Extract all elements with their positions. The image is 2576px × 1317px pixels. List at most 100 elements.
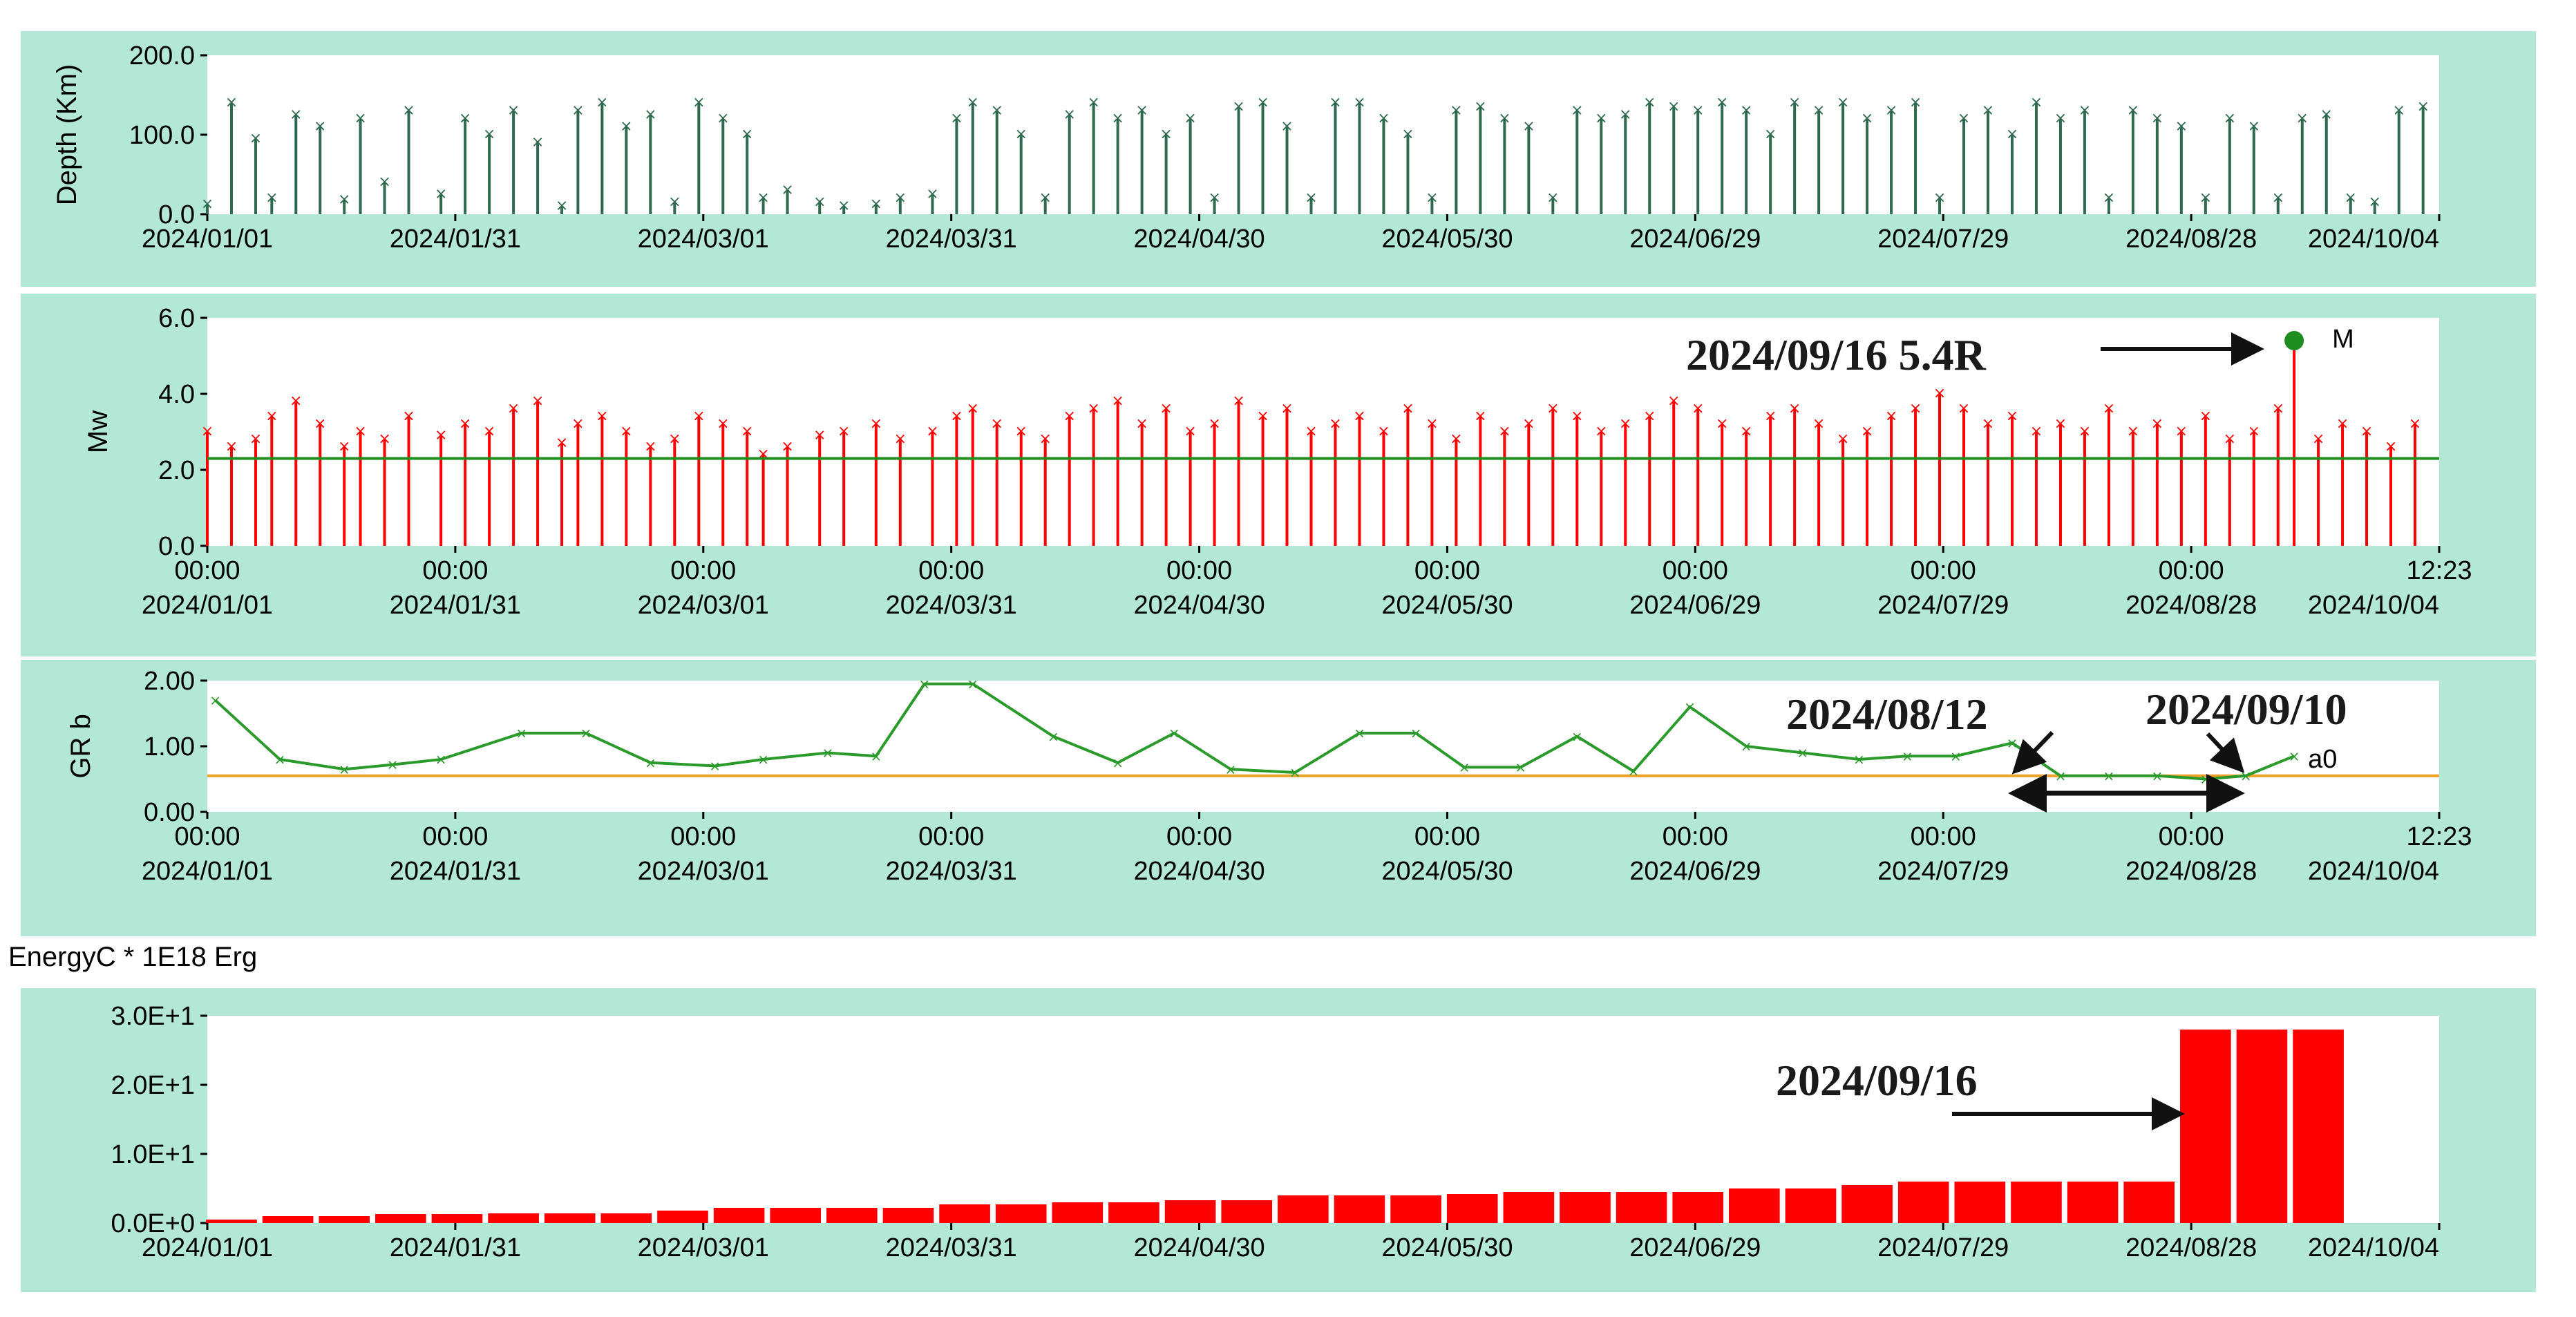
depth-y-ticks: 0.0 100.0 200.0 xyxy=(129,41,207,229)
energy-bar xyxy=(1672,1192,1724,1223)
mw-x-tick-label: 2024/01/31 xyxy=(390,591,521,620)
mw-highlight-label: M xyxy=(2332,325,2354,354)
depth-point: × xyxy=(1087,94,1099,111)
mw-point: × xyxy=(1982,415,1994,433)
mw-point: × xyxy=(507,400,520,417)
depth-point: × xyxy=(1764,126,1777,143)
energy-x-tick-label: 2024/03/01 xyxy=(638,1233,769,1262)
depth-point: × xyxy=(2006,126,2018,143)
mw-point: × xyxy=(1184,423,1196,440)
grb-points: × × × × × × × × × × × × × × × × × × × × × × × × × × × × × × × × × × × × × × xyxy=(209,676,2300,788)
mw-point: × xyxy=(1546,400,1559,417)
energy-bar xyxy=(713,1208,765,1223)
grb-point: × xyxy=(2240,768,2252,784)
depth-point: × xyxy=(1571,102,1583,120)
depth-point: × xyxy=(1450,102,1462,120)
mw-point: × xyxy=(1522,415,1535,433)
mw-point: × xyxy=(1812,415,1825,433)
depth-point: × xyxy=(1667,98,1680,115)
grb-y-tick-label: 1.00 xyxy=(144,732,195,761)
mw-point: × xyxy=(1063,408,1075,425)
mw-point: × xyxy=(2006,408,2018,425)
grb-x-tick-time: 00:00 xyxy=(918,822,984,851)
mw-y-tick-label: 4.0 xyxy=(158,380,195,409)
mw-point: × xyxy=(2385,438,2397,455)
energy-bar xyxy=(657,1211,708,1223)
mw-x-tick-time: 00:00 xyxy=(1166,556,1232,585)
mw-point: × xyxy=(813,427,826,444)
mw-highlight-marker xyxy=(2284,331,2304,350)
grb-point: × xyxy=(274,751,286,768)
depth-point: × xyxy=(1716,94,1728,111)
grb-point: × xyxy=(2151,768,2163,784)
depth-point: × xyxy=(1885,102,1897,120)
mw-point: × xyxy=(1595,423,1607,440)
mw-point: × xyxy=(596,408,608,425)
grb-point: × xyxy=(2289,748,2300,764)
depth-point: × xyxy=(1039,189,1051,207)
depth-point: × xyxy=(2368,193,2380,211)
grb-point: × xyxy=(1289,764,1301,781)
energy-bar xyxy=(826,1208,878,1223)
mw-x-tick-time: 00:00 xyxy=(422,556,488,585)
energy-y-tick-label: 1.0E+1 xyxy=(111,1140,196,1169)
mw-point: × xyxy=(894,430,907,448)
depth-point: × xyxy=(2296,110,2309,127)
energy-bar xyxy=(2067,1182,2119,1223)
depth-point: × xyxy=(338,191,350,208)
mw-point: × xyxy=(1256,408,1269,425)
mw-point: × xyxy=(757,446,769,463)
depth-y-tick-label: 100.0 xyxy=(129,121,195,150)
energy-bar xyxy=(1785,1188,1837,1223)
grb-point: × xyxy=(1048,728,1059,745)
depth-point: × xyxy=(2224,110,2236,127)
grb-point: × xyxy=(2007,735,2018,751)
grb-point: × xyxy=(1950,748,1962,764)
depth-point: × xyxy=(870,196,882,213)
energy-bar xyxy=(1560,1192,1611,1223)
mw-point: × xyxy=(2103,400,2115,417)
depth-point: × xyxy=(249,130,262,147)
depth-point: × xyxy=(717,110,729,127)
grb-point: × xyxy=(387,757,399,773)
mw-point: × xyxy=(1619,415,1631,433)
mw-point: × xyxy=(2224,430,2236,448)
mw-y-axis-label: Mw xyxy=(83,410,113,453)
grb-point: × xyxy=(918,676,930,692)
mw-point: × xyxy=(1039,430,1051,448)
energy-bar xyxy=(1897,1182,1949,1223)
mw-point: × xyxy=(644,438,656,455)
grb-x-tick-time: 00:00 xyxy=(1663,822,1728,851)
energy-bar xyxy=(431,1214,483,1223)
mw-y-tick-label: 2.0 xyxy=(158,456,195,485)
grb-point: × xyxy=(1853,751,1865,768)
energy-x-ticks: 2024/01/01 2024/01/31 2024/03/01 2024/03/31… xyxy=(142,1223,2441,1262)
depth-point: × xyxy=(1740,102,1752,120)
grb-x-tick-time: 00:00 xyxy=(174,822,240,851)
mw-x-tick-time: 00:00 xyxy=(2159,556,2224,585)
depth-point: × xyxy=(2345,189,2357,207)
depth-point: × xyxy=(1643,94,1656,111)
energy-bar xyxy=(2011,1182,2062,1223)
mw-point: × xyxy=(926,423,938,440)
depth-point: × xyxy=(1353,94,1365,111)
energy-y-tick-label: 2.0E+1 xyxy=(111,1071,196,1100)
depth-y-tick-label: 200.0 xyxy=(129,41,195,70)
depth-point: × xyxy=(1305,189,1317,207)
mw-point: × xyxy=(1885,408,1897,425)
grb-x-tick-label: 2024/01/31 xyxy=(390,857,521,886)
depth-point: × xyxy=(1788,94,1801,111)
depth-point: × xyxy=(1329,94,1341,111)
grb-point: × xyxy=(1571,728,1583,745)
depth-x-tick-label: 2024/03/01 xyxy=(638,225,769,254)
mw-point: × xyxy=(1401,400,1414,417)
energy-bars xyxy=(206,1030,2344,1223)
energy-bar xyxy=(600,1213,652,1223)
depth-point: × xyxy=(1522,118,1535,135)
mw-point: × xyxy=(290,392,302,410)
depth-point: × xyxy=(757,189,769,207)
mw-point: × xyxy=(1909,400,1922,417)
depth-point: × xyxy=(2151,110,2163,127)
